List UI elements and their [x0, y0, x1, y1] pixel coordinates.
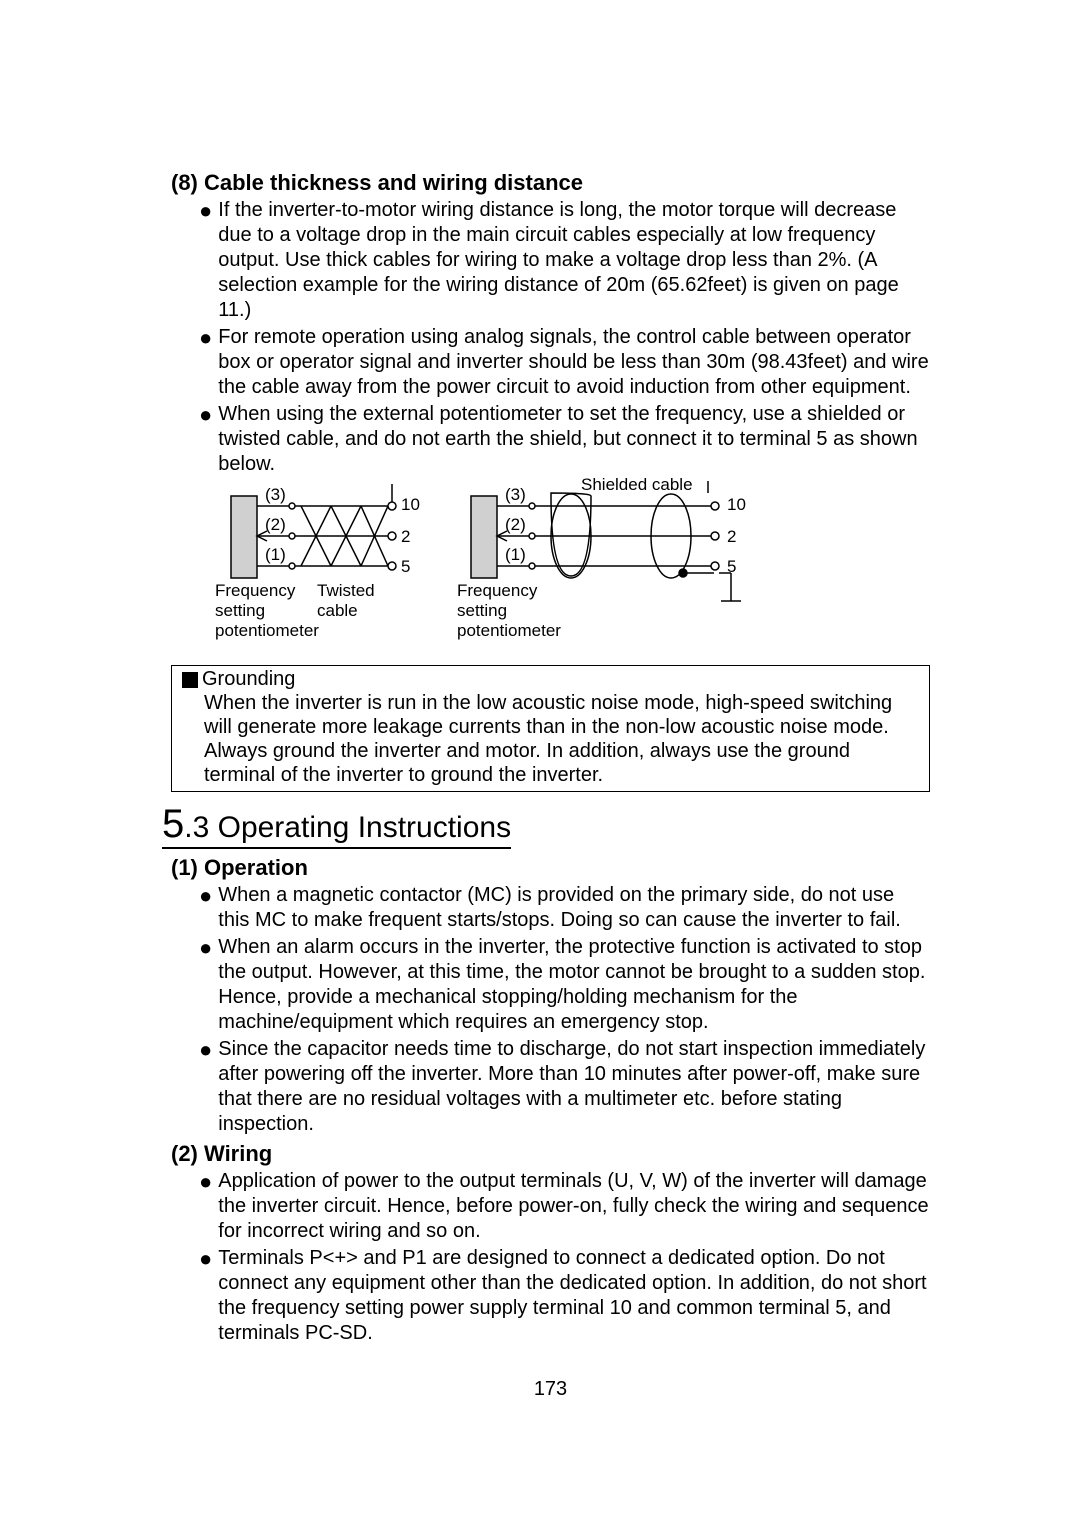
- section-title: .3 Operating Instructions: [184, 811, 511, 844]
- bullet-icon: ●: [199, 1248, 212, 1270]
- bullet-icon: ●: [199, 1171, 212, 1193]
- bullet-text: Since the capacitor needs time to discha…: [218, 1037, 930, 1137]
- label-pin3: (3): [265, 485, 286, 504]
- page-content: (8) Cable thickness and wiring distance …: [0, 0, 1080, 1461]
- label-shielded: Shielded cable: [581, 475, 693, 494]
- heading-wiring: (2) Wiring: [171, 1141, 930, 1167]
- bullet-text: When using the external potentiometer to…: [218, 402, 930, 477]
- label-potentiometer: potentiometer: [215, 621, 319, 640]
- bullet-item: ● When a magnetic contactor (MC) is prov…: [171, 883, 930, 933]
- bullet-item: ● Application of power to the output ter…: [171, 1169, 930, 1244]
- section-number: 5: [162, 802, 184, 846]
- label-setting: setting: [215, 601, 265, 620]
- label-pin3: (3): [505, 485, 526, 504]
- section-heading-5-3: 5.3 Operating Instructions: [171, 800, 930, 849]
- bullet-text: When an alarm occurs in the inverter, th…: [218, 935, 930, 1035]
- grounding-title: Grounding: [202, 668, 295, 691]
- label-frequency: Frequency: [215, 581, 295, 600]
- bullet-item: ● When an alarm occurs in the inverter, …: [171, 935, 930, 1035]
- label-cable: cable: [317, 601, 358, 620]
- label-term5: 5: [401, 557, 410, 576]
- bullet-icon: ●: [199, 885, 212, 907]
- bullet-item: ● Terminals P<+> and P1 are designed to …: [171, 1246, 930, 1346]
- label-pin1: (1): [505, 545, 526, 564]
- grounding-body: When the inverter is run in the low acou…: [204, 691, 921, 787]
- label-term2: 2: [727, 527, 736, 546]
- label-pin2: (2): [265, 515, 286, 534]
- grounding-note-box: Grounding When the inverter is run in th…: [171, 665, 930, 792]
- label-twisted: Twisted: [317, 581, 375, 600]
- heading-operation: (1) Operation: [171, 855, 930, 881]
- bullet-item: ● If the inverter-to-motor wiring distan…: [171, 198, 930, 323]
- label-term10: 10: [401, 495, 420, 514]
- label-term10: 10: [727, 495, 746, 514]
- bullet-icon: ●: [199, 404, 212, 426]
- label-pin1: (1): [265, 545, 286, 564]
- bullet-text: Terminals P<+> and P1 are designed to co…: [218, 1246, 930, 1346]
- bullet-item: ● When using the external potentiometer …: [171, 402, 930, 477]
- bullet-text: Application of power to the output termi…: [218, 1169, 930, 1244]
- bullet-icon: ●: [199, 937, 212, 959]
- page-number: 173: [171, 1378, 930, 1401]
- label-pin2: (2): [505, 515, 526, 534]
- bullet-text: If the inverter-to-motor wiring distance…: [218, 198, 930, 323]
- label-term2: 2: [401, 527, 410, 546]
- bullet-icon: ●: [199, 327, 212, 349]
- bullet-item: ● For remote operation using analog sign…: [171, 325, 930, 400]
- label-frequency: Frequency: [457, 581, 537, 600]
- label-setting: setting: [457, 601, 507, 620]
- heading-cable-thickness: (8) Cable thickness and wiring distance: [171, 170, 930, 196]
- square-icon: [182, 672, 198, 688]
- bullet-icon: ●: [199, 200, 212, 222]
- bullet-text: For remote operation using analog signal…: [218, 325, 930, 400]
- label-potentiometer: potentiometer: [457, 621, 561, 640]
- wiring-diagram: (3) (2) (1) 10 2 5 Frequency setting pot…: [171, 481, 930, 661]
- grounding-heading: Grounding: [182, 668, 921, 691]
- label-term5: 5: [727, 557, 736, 576]
- bullet-text: When a magnetic contactor (MC) is provid…: [218, 883, 930, 933]
- bullet-item: ● Since the capacitor needs time to disc…: [171, 1037, 930, 1137]
- bullet-icon: ●: [199, 1039, 212, 1061]
